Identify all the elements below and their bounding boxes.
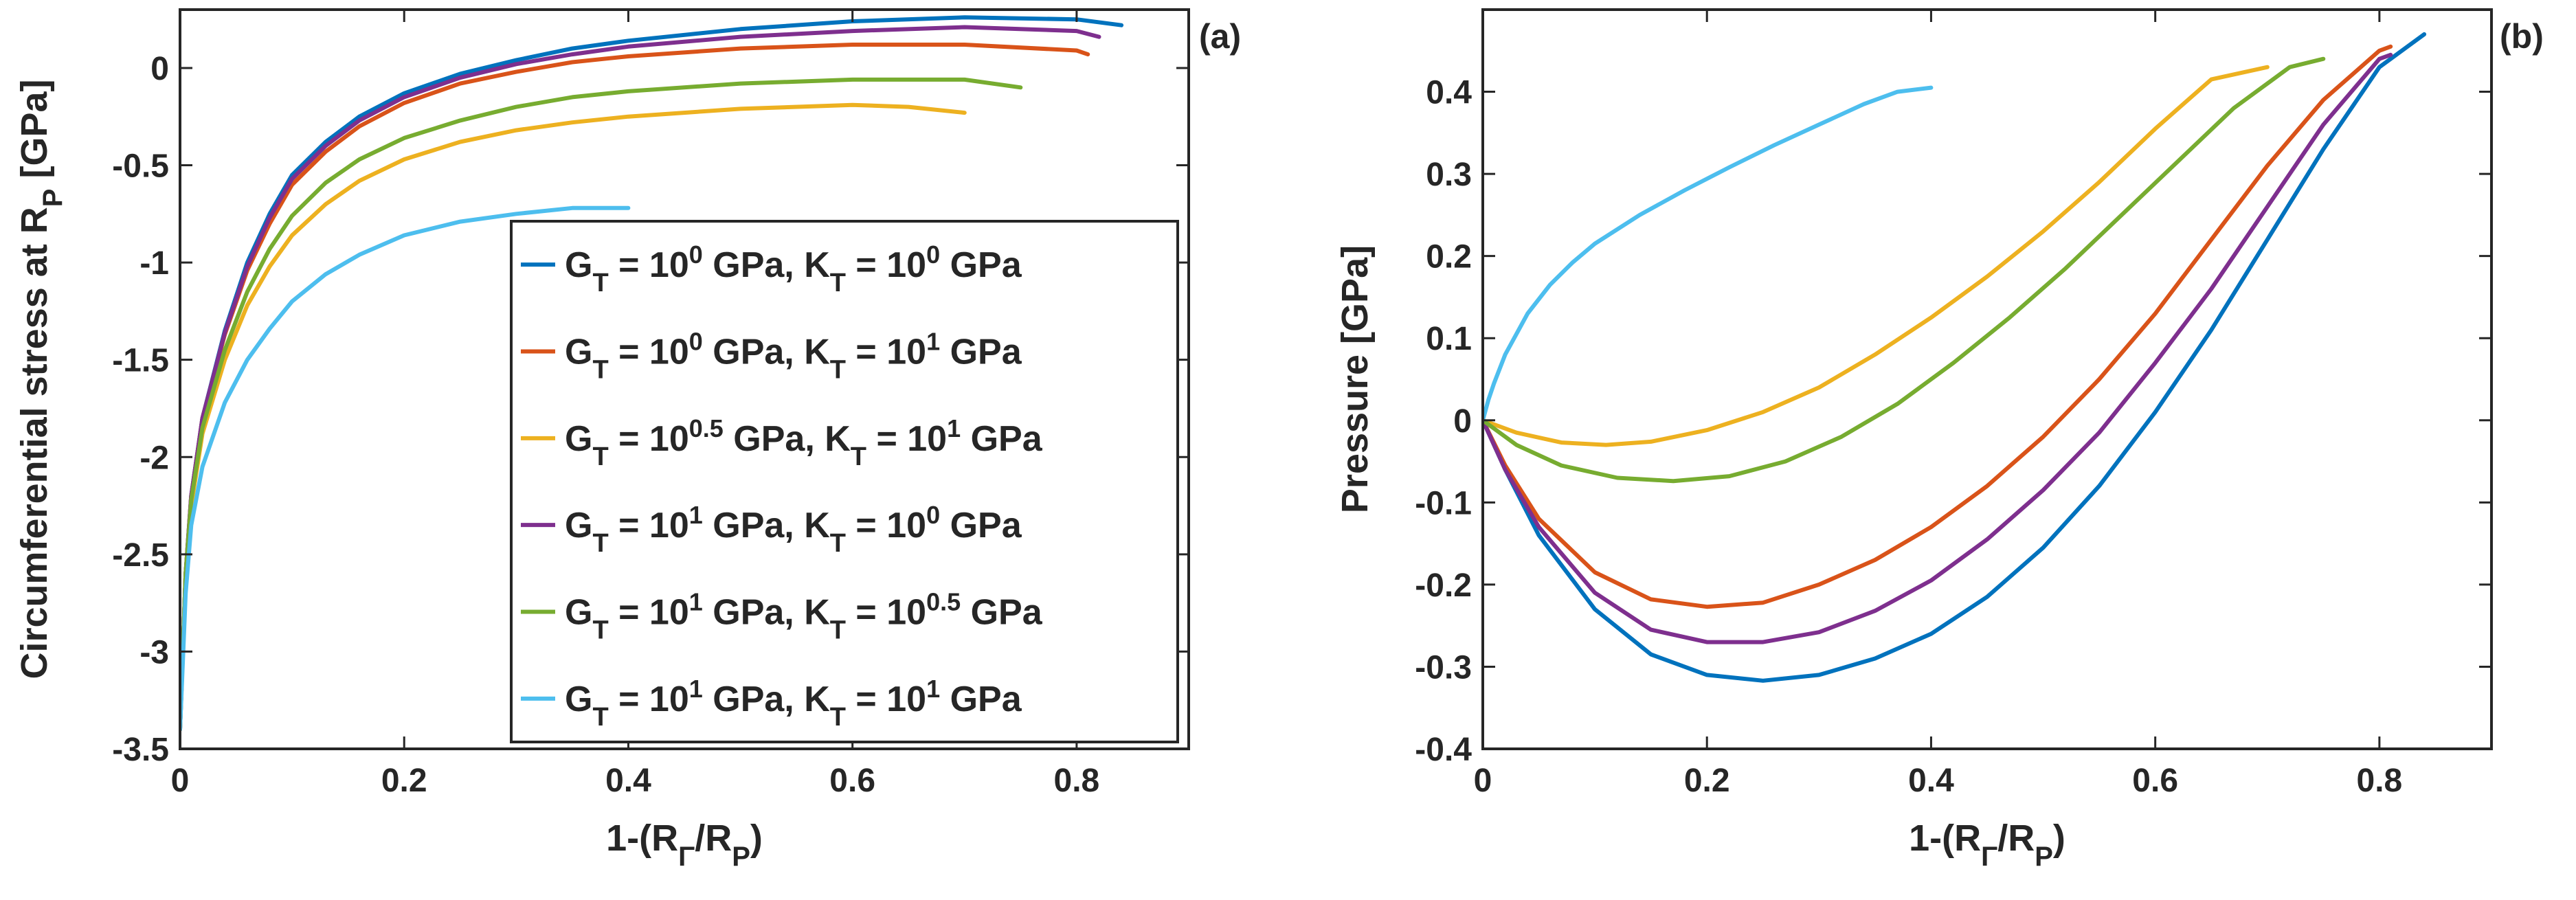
x-tick-label: 0.6 bbox=[2132, 763, 2178, 799]
x-tick-label: 0.4 bbox=[605, 763, 651, 799]
legend-box bbox=[510, 220, 1179, 743]
x-tick-label: 0.6 bbox=[829, 763, 875, 799]
legend-item: GT = 101 GPa, KT = 101 GPa bbox=[521, 674, 1022, 732]
panel-label: (b) bbox=[2500, 17, 2544, 56]
y-axis-label: Pressure [GPa] bbox=[1334, 245, 1376, 513]
series-line-6 bbox=[1483, 85, 1934, 423]
series-line-6 bbox=[180, 205, 631, 732]
series-line-4 bbox=[1483, 52, 2393, 644]
legend-label: GT = 101 GPa, KT = 100 GPa bbox=[565, 501, 1022, 559]
y-axis-label: Circumferential stress at RP [GPa] bbox=[14, 80, 68, 679]
x-axis-label: 1-(RΓ/RP) bbox=[1909, 818, 2065, 872]
series-line-1 bbox=[1483, 32, 2427, 683]
legend-item: GT = 101 GPa, KT = 100 GPa bbox=[521, 501, 1022, 559]
y-tick-label: -1.5 bbox=[112, 343, 169, 379]
legend-label: GT = 100 GPa, KT = 101 GPa bbox=[565, 327, 1022, 385]
y-tick-label: 0.3 bbox=[1426, 157, 1472, 193]
series-line-3 bbox=[1483, 65, 2270, 447]
series-line-4 bbox=[180, 25, 1101, 732]
y-tick-label: -0.5 bbox=[112, 148, 169, 185]
legend-item: GT = 100 GPa, KT = 101 GPa bbox=[521, 327, 1022, 385]
y-tick-label: 0.4 bbox=[1426, 75, 1472, 111]
y-tick-label: -3 bbox=[139, 634, 169, 671]
axes-box bbox=[179, 8, 1190, 750]
y-tick-label: -0.3 bbox=[1415, 649, 1472, 686]
y-tick-label: -2 bbox=[139, 440, 169, 476]
x-tick-label: 0.8 bbox=[2357, 763, 2403, 799]
legend-label: GT = 100 GPa, KT = 100 GPa bbox=[565, 240, 1022, 298]
legend-item: GT = 100 GPa, KT = 100 GPa bbox=[521, 240, 1022, 298]
series-line-2 bbox=[1483, 44, 2393, 609]
y-tick-label: -0.4 bbox=[1415, 732, 1472, 768]
y-tick-label: 0.1 bbox=[1426, 321, 1472, 357]
legend-label: GT = 101 GPa, KT = 100.5 GPa bbox=[565, 587, 1043, 645]
y-tick-label: -0.2 bbox=[1415, 567, 1472, 604]
legend-item: GT = 100.5 GPa, KT = 101 GPa bbox=[521, 414, 1043, 471]
y-tick-label: 0 bbox=[1453, 403, 1472, 440]
chart-panel-b: 0 0.2 0.4 0.6 0.8 0.4 0.3 0.2 0.1 0 -0.1 -0.2 -0.3 -0… bbox=[1334, 8, 2544, 872]
x-tick-label: 0.2 bbox=[381, 763, 427, 799]
x-tick-label: 0 bbox=[1474, 763, 1492, 799]
legend-item: GT = 101 GPa, KT = 100.5 GPa bbox=[521, 587, 1043, 645]
x-tick-label: 0 bbox=[171, 763, 190, 799]
y-tick-label: -3.5 bbox=[112, 732, 169, 768]
legend-label: GT = 100.5 GPa, KT = 101 GPa bbox=[565, 414, 1043, 471]
x-tick-label: 0.8 bbox=[1054, 763, 1100, 799]
series-line-5 bbox=[180, 77, 1023, 732]
x-tick-label: 0.2 bbox=[1684, 763, 1730, 799]
y-tick-label: 0 bbox=[150, 51, 169, 87]
y-tick-label: -2.5 bbox=[112, 537, 169, 574]
chart-panel-a: 0 0.2 0.4 0.6 0.8 0 -0.5 -1 -1.5 -2 -2.5 -3 -3.5 1-(R… bbox=[14, 8, 1241, 872]
series-line-5 bbox=[1483, 56, 2326, 484]
y-tick-label: -1 bbox=[139, 245, 169, 282]
legend-label: GT = 101 GPa, KT = 101 GPa bbox=[565, 674, 1022, 732]
x-tick-label: 0.4 bbox=[1908, 763, 1954, 799]
panel-label: (a) bbox=[1199, 17, 1241, 56]
axes-box bbox=[1481, 8, 2493, 750]
y-tick-label: -0.1 bbox=[1415, 485, 1472, 521]
x-axis-label: 1-(RΓ/RP) bbox=[606, 818, 763, 872]
y-tick-label: 0.2 bbox=[1426, 239, 1472, 275]
legend: GT = 100 GPa, KT = 100 GPa GT = 100 GPa, … bbox=[510, 220, 1179, 743]
